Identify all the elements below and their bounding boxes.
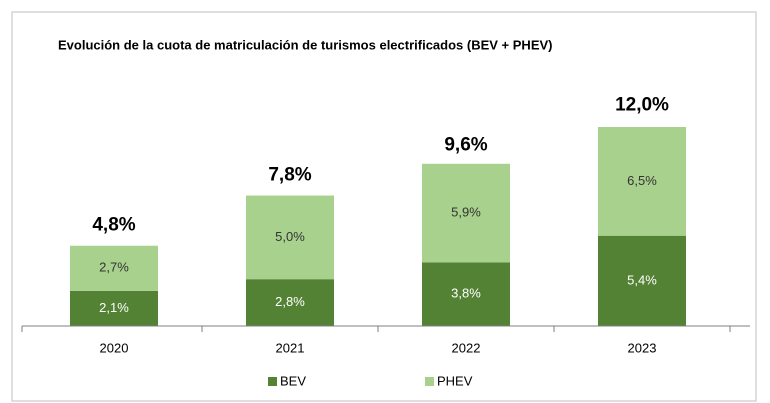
- value-label: 5,4%: [627, 272, 657, 287]
- value-label: 2,8%: [275, 294, 305, 309]
- bar-segment: [70, 245, 158, 291]
- legend-swatch: [268, 377, 277, 386]
- value-label: 2,1%: [99, 300, 129, 315]
- bar-segment: [422, 262, 510, 326]
- value-label: 5,9%: [451, 205, 481, 220]
- legend-label: BEV: [280, 373, 306, 388]
- x-tick-label: 2021: [276, 340, 305, 355]
- bar-segment: [422, 163, 510, 263]
- value-label: 5,0%: [275, 229, 305, 244]
- bar-segment: [598, 235, 686, 326]
- legend-swatch: [425, 377, 434, 386]
- bar-segment: [598, 127, 686, 236]
- total-label: 9,6%: [444, 134, 487, 155]
- x-tick-label: 2023: [628, 340, 657, 355]
- x-tick-label: 2020: [100, 340, 129, 355]
- legend-label: PHEV: [437, 373, 473, 388]
- bar-segment: [246, 195, 334, 280]
- value-label: 3,8%: [451, 286, 481, 301]
- value-label: 2,7%: [99, 260, 129, 275]
- chart-title: Evolución de la cuota de matriculación d…: [58, 37, 553, 52]
- bar-segment: [246, 279, 334, 326]
- x-tick-label: 2022: [452, 340, 481, 355]
- total-label: 12,0%: [615, 94, 669, 115]
- bar-segment: [70, 290, 158, 326]
- total-label: 4,8%: [92, 215, 135, 236]
- total-label: 7,8%: [268, 165, 311, 186]
- value-label: 6,5%: [627, 173, 657, 188]
